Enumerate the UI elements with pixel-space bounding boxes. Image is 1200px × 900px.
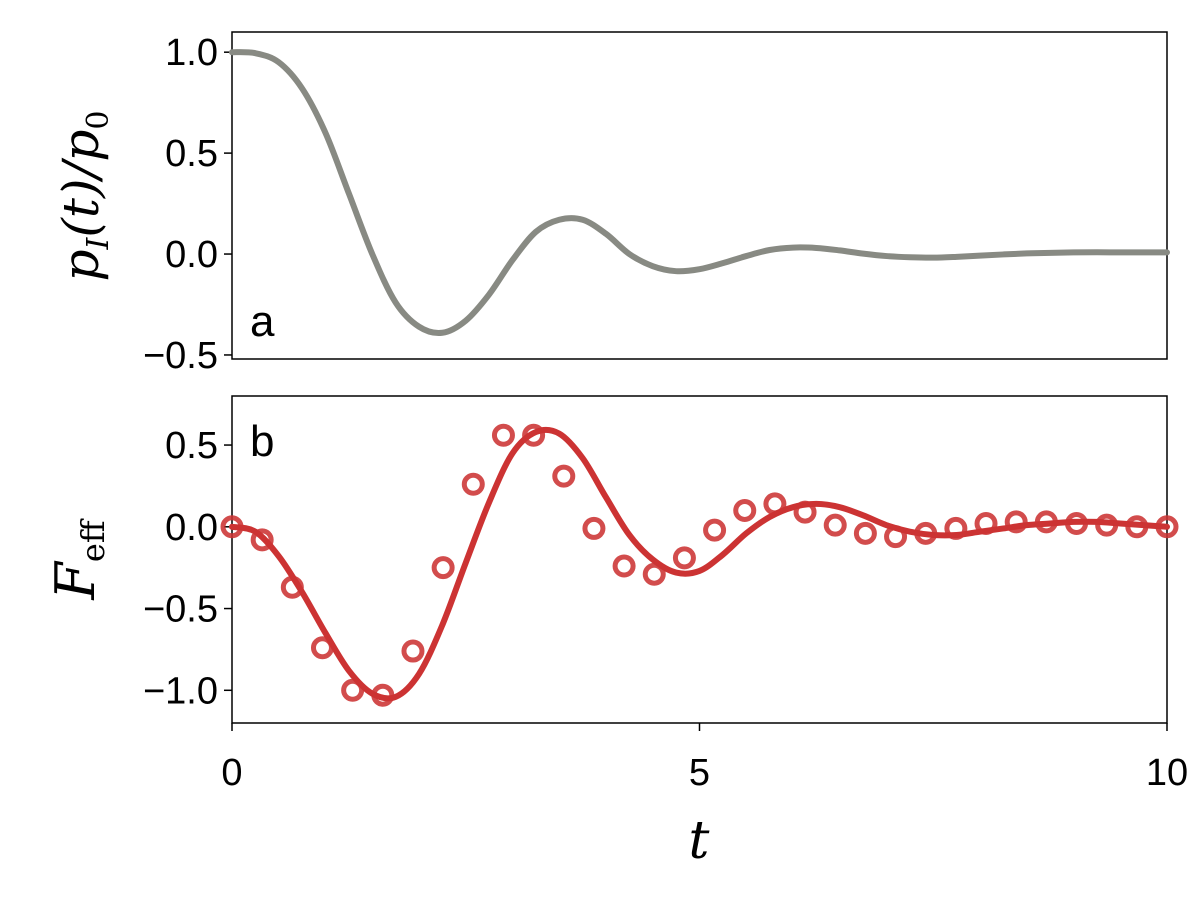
panel-a-series-line (229, 49, 1170, 336)
panel-b-marker-point (884, 525, 908, 549)
panel-b: −1.0 −0.5 0.0 0.5 0 5 10 b Feff t (44, 395, 1188, 871)
panel-a-y-axis-title: pI(t)/p0 (52, 111, 116, 282)
panel-a-ylabel-var: p (52, 249, 110, 281)
panel-a-y-tick-label: 0.5 (165, 133, 218, 175)
panel-b-y-axis-title: Feff (44, 518, 112, 600)
panel-a-y-ticks: −0.5 0.0 0.5 1.0 (143, 32, 232, 377)
panel-b-marker-point (461, 472, 485, 496)
panel-a-ylabel-sub2: 0 (81, 111, 116, 130)
panel-b-series-line (229, 426, 1170, 702)
panel-b-frame (231, 395, 1168, 724)
x-tick-label: 5 (689, 752, 710, 794)
panel-b-marker-point (341, 678, 365, 702)
x-axis-title: t (689, 811, 710, 871)
panel-a-y-tick-label: 0.0 (165, 234, 218, 276)
panel-a-ylabel-var2: p (52, 130, 110, 162)
panel-b-markers (220, 423, 1179, 707)
panel-b-marker-point (612, 554, 636, 578)
panel-b-y-tick-label: −1.0 (143, 670, 218, 712)
panel-b-y-ticks: −1.0 −0.5 0.0 0.5 (143, 425, 232, 712)
panel-b-marker-point (793, 500, 817, 524)
panel-a-frame (231, 31, 1168, 360)
panel-b-y-tick-label: 0.5 (165, 425, 218, 467)
panel-b-marker-point (1155, 515, 1179, 539)
panel-b-marker-point (914, 521, 938, 545)
panel-b-ylabel-sub: eff (74, 518, 112, 562)
panel-b-x-ticks: 0 5 10 (221, 723, 1188, 794)
panel-a: −0.50.00.51.0 a pI(t)/p0 (52, 31, 1170, 377)
panel-b-marker-point (823, 513, 847, 537)
panel-b-label: b (250, 417, 274, 466)
panel-b-marker-point (763, 492, 787, 516)
panel-b-marker-point (1004, 510, 1028, 534)
panel-b-marker-point (853, 521, 877, 545)
panel-b-marker-point (672, 546, 696, 570)
panel-b-marker-point (642, 562, 666, 586)
panel-b-marker-point (491, 423, 515, 447)
panel-a-ylabel-sub: I (81, 236, 116, 250)
panel-b-marker-point (974, 512, 998, 536)
panel-b-marker-point (220, 515, 244, 539)
x-tick-label: 0 (221, 752, 242, 794)
panel-b-y-tick-label: −0.5 (143, 589, 218, 631)
panel-b-marker-point (1065, 512, 1089, 536)
panel-b-marker-point (371, 683, 395, 707)
panel-b-marker-point (522, 423, 546, 447)
panel-b-marker-point (1095, 513, 1119, 537)
panel-a-y-tick-label: 1.0 (165, 32, 218, 74)
panel-a-label: a (250, 297, 275, 346)
panel-b-marker-point (280, 575, 304, 599)
panel-b-marker-point (431, 556, 455, 580)
panel-b-marker-point (703, 518, 727, 542)
panel-b-y-tick-label: 0.0 (165, 507, 218, 549)
panel-b-marker-point (552, 464, 576, 488)
panel-b-marker-point (733, 498, 757, 522)
panel-b-marker-point (401, 639, 425, 663)
panel-a-ylabel-mid: (t)/ (52, 157, 110, 237)
panel-b-marker-point (944, 516, 968, 540)
panel-b-ylabel-var: F (44, 560, 107, 601)
panel-b-marker-point (250, 528, 274, 552)
x-tick-label: 10 (1146, 752, 1188, 794)
panel-b-marker-point (1034, 510, 1058, 534)
panel-b-marker-point (582, 516, 606, 540)
panel-b-marker-point (310, 636, 334, 660)
panel-b-marker-point (1125, 515, 1149, 539)
panel-a-y-tick-label: −0.5 (143, 335, 218, 377)
